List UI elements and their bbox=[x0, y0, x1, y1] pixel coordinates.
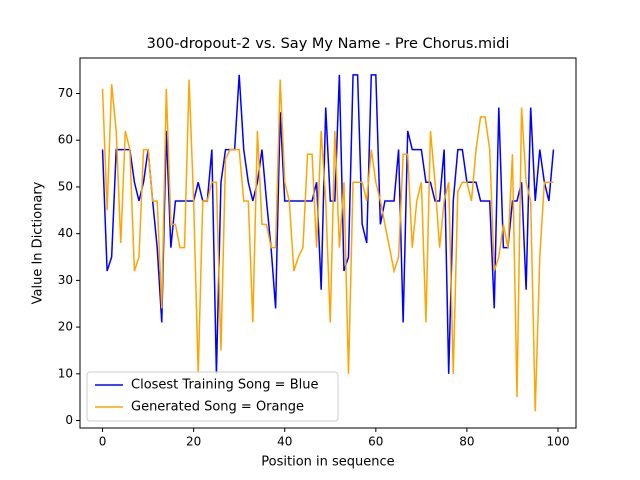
x-tick-label: 0 bbox=[99, 435, 107, 449]
x-tick-label: 20 bbox=[186, 435, 201, 449]
y-tick-label: 50 bbox=[58, 179, 73, 193]
y-tick-label: 40 bbox=[58, 226, 73, 240]
y-tick-label: 30 bbox=[58, 273, 73, 287]
x-tick-label: 40 bbox=[277, 435, 292, 449]
legend: Closest Training Song = Blue Generated So… bbox=[86, 371, 339, 422]
y-axis-label: Value In Dictionary bbox=[31, 181, 46, 304]
series-line bbox=[101, 79, 554, 412]
y-tick-label: 0 bbox=[65, 413, 73, 427]
y-tick-label: 20 bbox=[58, 320, 73, 334]
legend-label: Closest Training Song = Blue bbox=[131, 378, 318, 393]
y-tick-label: 70 bbox=[58, 86, 73, 100]
plot-frame bbox=[79, 57, 577, 429]
x-tick-label: 80 bbox=[459, 435, 474, 449]
series-line bbox=[101, 74, 555, 374]
legend-label: Generated Song = Orange bbox=[131, 400, 304, 415]
y-tick-label: 10 bbox=[58, 366, 73, 380]
x-tick-label: 100 bbox=[547, 435, 570, 449]
x-axis-label: Position in sequence bbox=[261, 455, 394, 470]
y-tick-label: 60 bbox=[58, 133, 73, 147]
x-tick-label: 60 bbox=[368, 435, 383, 449]
chart-title: 300-dropout-2 vs. Say My Name - Pre Chor… bbox=[147, 36, 510, 52]
legend-box bbox=[86, 371, 339, 422]
